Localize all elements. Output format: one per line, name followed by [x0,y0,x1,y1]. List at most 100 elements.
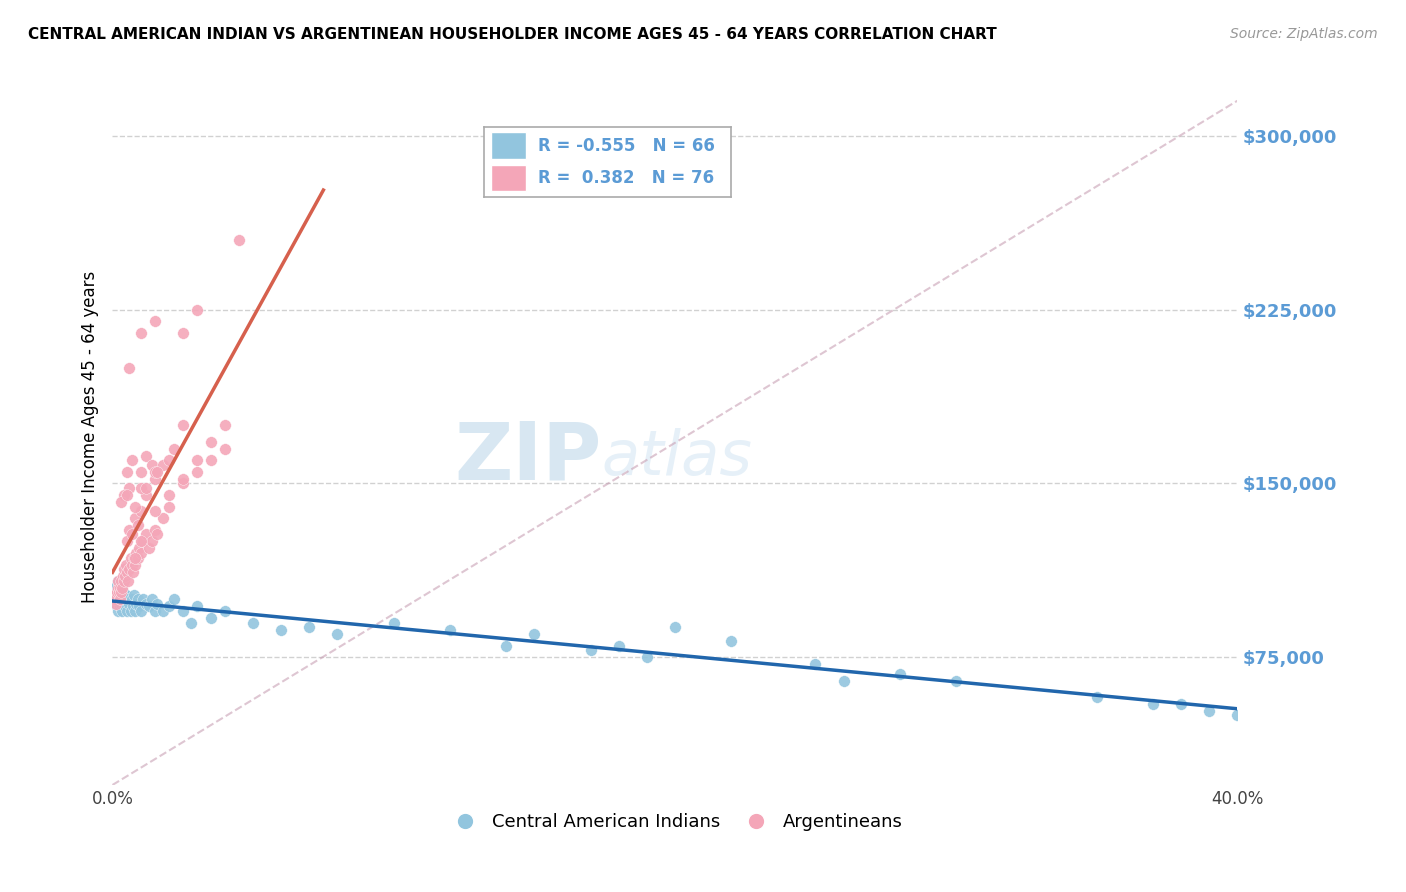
Point [382,615,405,630]
Point [127,550,149,565]
Point [172,418,194,433]
Point [121,558,143,572]
Point [110,592,132,607]
Point [132,592,155,607]
Point [143,604,166,618]
Point [138,599,160,614]
Point [121,592,143,607]
Point [117,592,139,607]
Point [128,541,150,556]
Point [214,604,236,618]
Point [118,562,141,576]
Point [135,488,157,502]
Point [115,534,138,549]
Point [1170,697,1192,711]
Text: Source: ZipAtlas.com: Source: ZipAtlas.com [1230,27,1378,41]
Point [242,615,264,630]
Point [118,481,141,495]
Point [103,592,125,607]
Point [122,588,145,602]
Point [607,639,630,653]
Point [172,604,194,618]
Point [141,458,163,472]
Point [1198,704,1220,718]
Point [180,615,202,630]
Point [111,581,134,595]
Point [112,562,135,576]
Point [111,604,134,618]
Point [104,597,127,611]
Point [143,504,166,518]
Point [804,657,827,672]
Point [146,527,169,541]
Point [1226,708,1249,723]
Point [172,472,194,486]
Point [523,627,546,641]
Point [114,569,136,583]
Point [112,597,135,611]
Point [200,453,222,467]
Point [104,597,127,611]
Point [129,546,152,560]
Point [720,634,742,648]
Point [326,627,349,641]
Point [146,465,169,479]
Point [146,597,169,611]
Point [104,592,127,607]
Point [143,314,166,328]
Point [152,511,174,525]
Point [105,585,128,599]
Point [152,458,174,472]
Point [124,558,146,572]
Point [120,604,142,618]
Point [157,500,180,514]
Point [121,527,143,541]
Point [214,442,236,456]
Point [107,585,129,599]
Point [135,597,157,611]
Point [114,599,136,614]
Point [889,666,911,681]
Point [115,558,138,572]
Point [135,481,157,495]
Point [112,574,135,588]
Point [104,592,127,607]
Point [945,673,967,688]
Point [157,453,180,467]
Point [172,476,194,491]
Point [439,623,461,637]
Point [104,588,127,602]
Point [129,465,152,479]
Point [129,504,152,518]
Point [107,592,129,607]
Point [112,569,135,583]
Point [129,534,152,549]
Point [228,233,250,247]
Point [579,643,602,657]
Point [132,534,155,549]
Point [110,581,132,595]
Point [636,650,658,665]
Point [143,472,166,486]
Point [270,623,292,637]
Point [107,604,129,618]
Point [110,574,132,588]
Point [121,565,143,579]
Point [186,599,208,614]
Point [103,581,125,595]
Point [127,518,149,533]
Legend: Central American Indians, Argentineans: Central American Indians, Argentineans [440,806,910,838]
Point [124,550,146,565]
Y-axis label: Householder Income Ages 45 - 64 years: Householder Income Ages 45 - 64 years [80,271,98,603]
Point [112,592,135,607]
Point [115,588,138,602]
Point [110,495,132,509]
Point [214,418,236,433]
Point [122,550,145,565]
Point [200,434,222,449]
Point [129,481,152,495]
Point [121,599,143,614]
Point [115,488,138,502]
Point [186,302,208,317]
Point [118,360,141,375]
